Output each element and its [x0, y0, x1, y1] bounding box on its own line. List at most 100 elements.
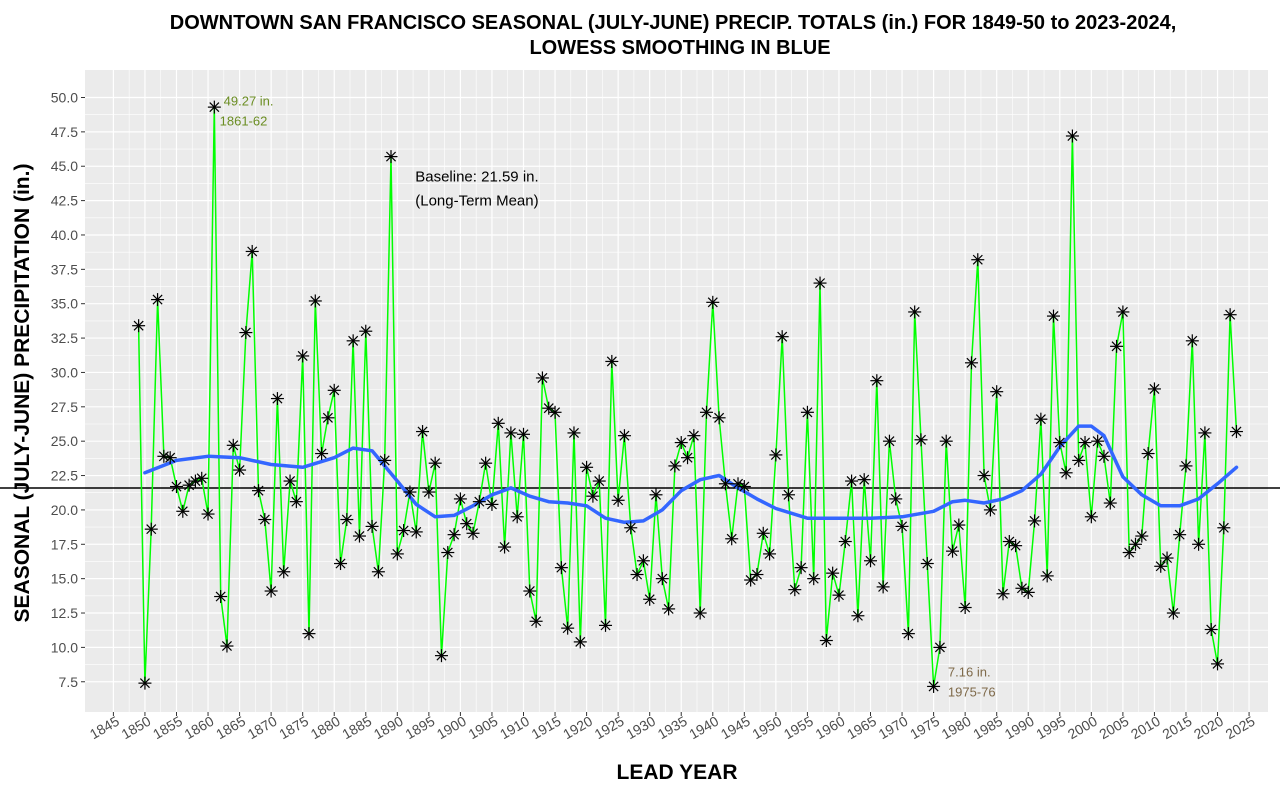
data-point-stroke	[796, 562, 807, 573]
data-point	[403, 485, 417, 499]
data-point	[908, 305, 922, 319]
data-point-stroke	[606, 356, 617, 367]
data-point	[428, 456, 442, 470]
data-point	[611, 493, 625, 507]
data-point-stroke	[158, 451, 169, 462]
data-point-stroke	[739, 481, 750, 492]
data-point-stroke	[663, 603, 674, 614]
data-point-stroke	[852, 610, 863, 621]
data-point-stroke	[1105, 498, 1116, 509]
x-tick-label: 1960	[812, 713, 847, 743]
data-point	[794, 561, 808, 575]
y-axis-title: SEASONAL (JULY-JUNE) PRECIPITATION (in.)	[11, 164, 34, 623]
data-point	[933, 640, 947, 654]
y-tick-label: 37.5	[51, 261, 78, 277]
data-point-stroke	[833, 590, 844, 601]
annotations-group: 49.27 in. 1861-62 7.16 in. 1975-76 Baseline:…	[220, 94, 996, 700]
data-point	[523, 584, 537, 598]
data-point-stroke	[613, 495, 624, 506]
data-point-stroke	[985, 504, 996, 515]
data-point-stroke	[638, 555, 649, 566]
x-tick-label: 2010	[1128, 713, 1163, 743]
y-tick-label: 17.5	[51, 536, 78, 552]
data-point	[315, 447, 329, 461]
data-point-stroke	[966, 357, 977, 368]
data-point-stroke	[253, 485, 264, 496]
data-point-stroke	[758, 528, 769, 539]
data-point	[964, 356, 978, 370]
data-point	[346, 334, 360, 348]
data-point	[554, 561, 568, 575]
data-point	[1040, 569, 1054, 583]
data-point-stroke	[972, 254, 983, 265]
data-point	[1198, 426, 1212, 440]
data-point-stroke	[726, 533, 737, 544]
data-point	[201, 507, 215, 521]
data-point	[1002, 535, 1016, 549]
data-point-stroke	[1124, 547, 1135, 558]
data-point-stroke	[644, 594, 655, 605]
data-point	[958, 601, 972, 615]
data-point-stroke	[922, 558, 933, 569]
x-tick-label: 2025	[1223, 713, 1258, 743]
data-point-stroke	[1117, 306, 1128, 317]
y-tick-label: 22.5	[51, 468, 78, 484]
data-point	[882, 434, 896, 448]
data-point-stroke	[455, 493, 466, 504]
data-point	[529, 614, 543, 628]
data-point-stroke	[177, 506, 188, 517]
data-point-stroke	[732, 478, 744, 489]
data-point	[573, 635, 587, 649]
data-point	[636, 554, 650, 568]
x-tick-label: 1995	[1033, 713, 1068, 743]
y-tick-label: 42.5	[51, 193, 78, 209]
data-point	[1154, 559, 1168, 573]
data-point-stroke	[777, 331, 788, 342]
data-point	[340, 513, 354, 527]
data-point-stroke	[934, 642, 945, 653]
data-point	[1160, 551, 1174, 565]
x-tick-label: 1890	[371, 713, 406, 743]
min-annotation-value: 7.16 in.	[948, 664, 991, 679]
data-point-stroke	[802, 407, 813, 418]
data-point	[617, 429, 631, 443]
data-point-stroke	[524, 586, 535, 597]
data-point-stroke	[303, 628, 315, 639]
data-point-stroke	[1035, 414, 1046, 425]
data-point	[901, 627, 915, 641]
data-point	[927, 679, 941, 693]
data-point	[580, 460, 594, 474]
data-point-stroke	[411, 526, 422, 537]
data-point	[800, 405, 814, 419]
data-point-stroke	[133, 320, 144, 331]
x-axis-title: LEAD YEAR	[617, 761, 738, 784]
data-point-stroke	[512, 511, 523, 522]
data-point-stroke	[259, 514, 270, 525]
data-point-stroke	[1136, 531, 1147, 542]
x-tick-label: 1980	[939, 713, 974, 743]
data-point	[207, 100, 221, 114]
data-point	[662, 602, 676, 616]
data-point-stroke	[871, 375, 882, 386]
data-point-stroke	[335, 558, 346, 569]
data-point-stroke	[329, 385, 340, 396]
data-point-stroke	[221, 640, 232, 652]
data-point	[1034, 412, 1048, 426]
baseline-annotation-line-2: (Long-Term Mean)	[415, 193, 538, 210]
data-point-stroke	[556, 562, 567, 573]
y-tick-label: 15.0	[51, 571, 78, 587]
data-point	[352, 529, 366, 543]
data-point-stroke	[594, 476, 605, 487]
data-point	[504, 426, 518, 440]
data-point-stroke	[297, 350, 308, 361]
data-point	[1129, 537, 1143, 551]
data-point-stroke	[827, 568, 838, 579]
data-point-stroke	[1174, 529, 1185, 540]
data-point-stroke	[1225, 309, 1236, 320]
data-point	[283, 474, 297, 488]
data-point-stroke	[1080, 437, 1091, 448]
x-tick-label: 1975	[907, 713, 942, 743]
data-point-stroke	[821, 635, 832, 646]
x-axis: 1845185018551860186518701875188018851890…	[87, 712, 1258, 742]
